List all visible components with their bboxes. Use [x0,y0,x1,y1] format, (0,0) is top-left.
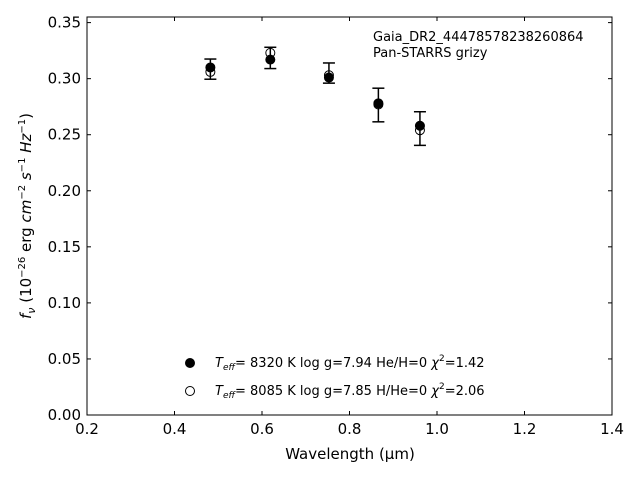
model-point-open [323,70,334,81]
y-axis: 0.00 0.05 0.10 0.15 0.20 0.25 0.30 0.35 [48,14,612,424]
error-bars [204,46,426,147]
x-tick-label: 1.0 [425,420,449,438]
x-tick-label: 1.2 [513,420,537,438]
x-tick-label: 1.4 [600,420,624,438]
legend-entry-2: Teff= 8085 K log g=7.85 H/He=0 χ2=2.06 [215,382,485,401]
model-point-open [373,99,384,110]
annotation-survey: Pan-STARRS grizy [373,46,488,61]
legend-entry-1: Teff= 8320 K log g=7.94 He/H=0 χ2=1.42 [215,354,485,373]
annotation-source-id: Gaia_DR2_4447857823826086​4 [373,30,584,45]
model-point-filled [265,54,276,65]
y-tick-label: 0.00 [48,406,81,424]
y-tick-label: 0.25 [48,126,81,144]
legend: Teff= 8320 K log g=7.94 He/H=0 χ2=1.42 T… [185,354,485,401]
y-axis-label: fν (10−26 erg cm−2 s−1 Hz−1) [17,113,38,319]
y-tick-label: 0.35 [48,14,81,32]
x-tick-label: 0.2 [75,420,99,438]
model-point-open [265,47,276,58]
data-points [205,47,425,136]
y-tick-label: 0.15 [48,238,81,256]
model-point-open [205,66,216,77]
x-tick-label: 0.4 [163,420,187,438]
y-tick-label: 0.30 [48,70,81,88]
x-axis-label: Wavelength (μm) [285,445,415,463]
y-tick-label: 0.20 [48,182,81,200]
model-point-filled [323,72,334,83]
legend-marker-open [185,386,195,396]
model-point-open [414,125,425,136]
legend-marker-filled [185,358,195,368]
x-tick-label: 0.8 [338,420,362,438]
x-tick-label: 0.6 [250,420,274,438]
y-tick-label: 0.05 [48,350,81,368]
y-tick-label: 0.10 [48,294,81,312]
x-axis: 0.2 0.4 0.6 0.8 1.0 1.2 1.4 [75,17,624,438]
